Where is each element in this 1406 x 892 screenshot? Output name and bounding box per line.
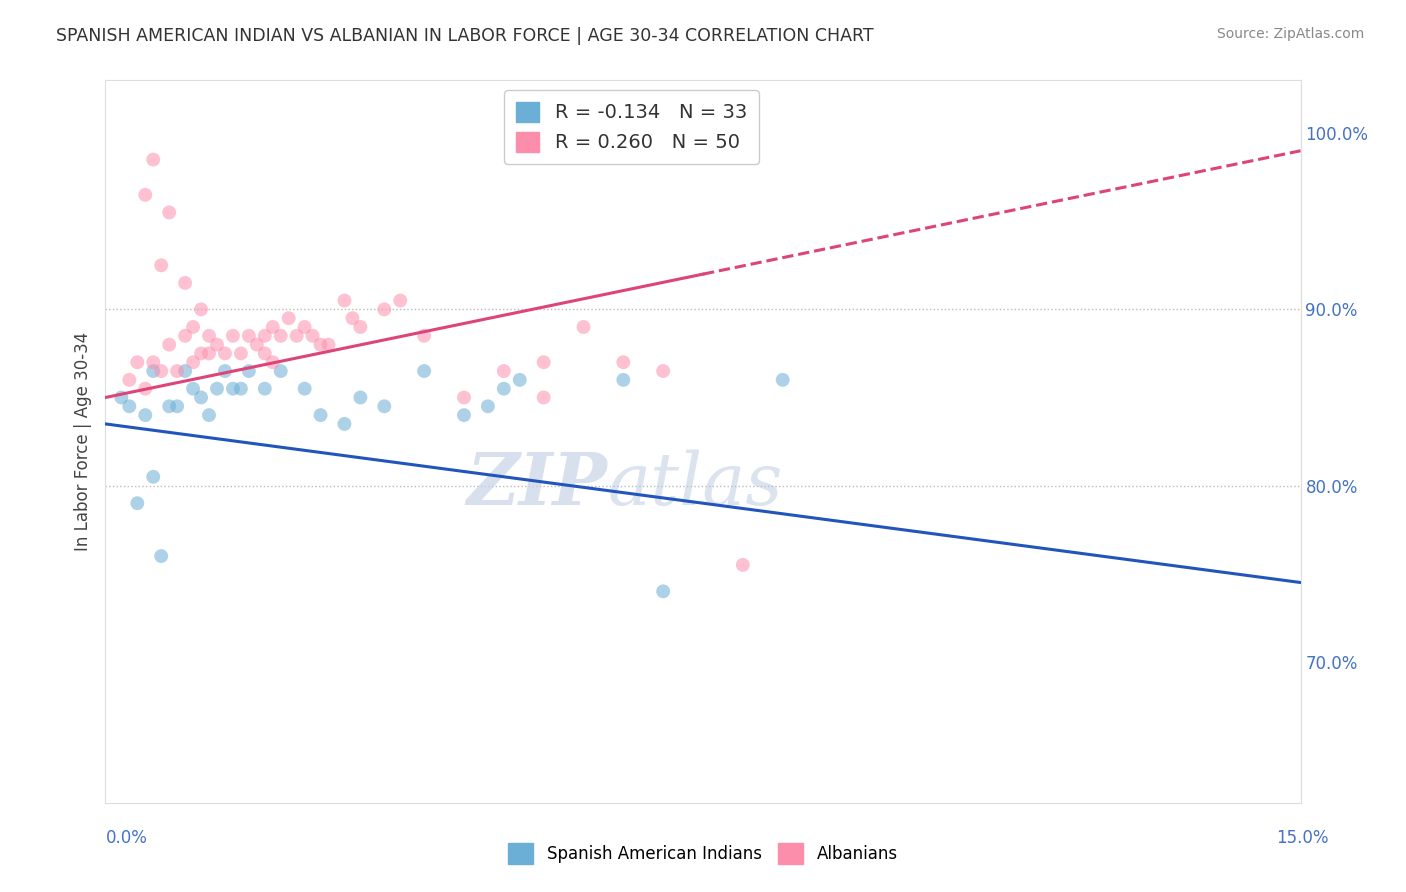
Point (533, 355, 555, 369)
Point (413, 328, 436, 343)
Point (492, 364, 515, 378)
Legend: Spanish American Indians, Albanians: Spanish American Indians, Albanians (502, 837, 904, 871)
Point (134, 408, 156, 422)
Point (198, 346, 221, 360)
Point (157, 205, 180, 219)
Point (190, 391, 212, 405)
Point (612, 373, 634, 387)
Point (333, 417, 356, 431)
Point (253, 382, 276, 396)
Point (181, 382, 204, 396)
Point (349, 320, 371, 334)
Point (110, 391, 132, 405)
Point (270, 328, 292, 343)
Point (238, 328, 260, 343)
Point (229, 382, 252, 396)
Point (118, 399, 141, 413)
Point (612, 355, 634, 369)
Point (166, 364, 188, 378)
Point (157, 399, 180, 413)
Point (150, 258, 173, 272)
Point (373, 399, 395, 413)
Point (285, 328, 308, 343)
Point (222, 382, 245, 396)
Point (270, 364, 292, 378)
Point (174, 364, 197, 378)
Point (652, 364, 675, 378)
Point (142, 470, 165, 484)
Point (142, 153, 165, 167)
Point (373, 302, 395, 317)
Point (342, 311, 364, 326)
Point (198, 408, 221, 422)
Point (198, 328, 221, 343)
Point (150, 364, 173, 378)
Point (253, 328, 276, 343)
Text: atlas: atlas (607, 450, 783, 520)
Point (572, 320, 595, 334)
Point (453, 391, 475, 405)
Point (349, 391, 371, 405)
Point (174, 276, 197, 290)
Point (389, 293, 412, 308)
Point (301, 328, 323, 343)
Text: ZIP: ZIP (467, 450, 607, 520)
Point (477, 399, 499, 413)
Point (309, 337, 332, 351)
Point (181, 320, 204, 334)
Point (142, 355, 165, 369)
Point (127, 355, 149, 369)
Point (181, 355, 204, 369)
Point (157, 337, 180, 351)
Point (205, 382, 228, 396)
Point (174, 328, 197, 343)
Point (277, 311, 299, 326)
Point (509, 373, 531, 387)
Point (238, 364, 260, 378)
Point (150, 549, 173, 563)
Point (214, 346, 236, 360)
Point (453, 408, 475, 422)
Point (134, 382, 156, 396)
Point (190, 302, 212, 317)
Point (262, 320, 284, 334)
Point (246, 337, 269, 351)
Point (205, 337, 228, 351)
Point (253, 346, 276, 360)
Point (142, 364, 165, 378)
Point (309, 408, 332, 422)
Point (229, 346, 252, 360)
Point (134, 187, 156, 202)
Point (127, 496, 149, 510)
Text: 0.0%: 0.0% (105, 829, 148, 847)
Text: Source: ZipAtlas.com: Source: ZipAtlas.com (1216, 27, 1364, 41)
Legend: R = -0.134   N = 33, R = 0.260   N = 50: R = -0.134 N = 33, R = 0.260 N = 50 (505, 90, 758, 164)
Point (222, 328, 245, 343)
Point (166, 399, 188, 413)
Point (190, 346, 212, 360)
Point (413, 364, 436, 378)
Y-axis label: In Labor Force | Age 30-34: In Labor Force | Age 30-34 (73, 332, 91, 551)
Point (262, 355, 284, 369)
Point (294, 382, 316, 396)
Text: SPANISH AMERICAN INDIAN VS ALBANIAN IN LABOR FORCE | AGE 30-34 CORRELATION CHART: SPANISH AMERICAN INDIAN VS ALBANIAN IN L… (56, 27, 875, 45)
Point (118, 373, 141, 387)
Point (731, 558, 754, 572)
Point (492, 382, 515, 396)
Text: 15.0%: 15.0% (1277, 829, 1329, 847)
Point (294, 320, 316, 334)
Point (772, 373, 794, 387)
Point (533, 391, 555, 405)
Point (333, 293, 356, 308)
Point (652, 584, 675, 599)
Point (318, 337, 340, 351)
Point (214, 364, 236, 378)
